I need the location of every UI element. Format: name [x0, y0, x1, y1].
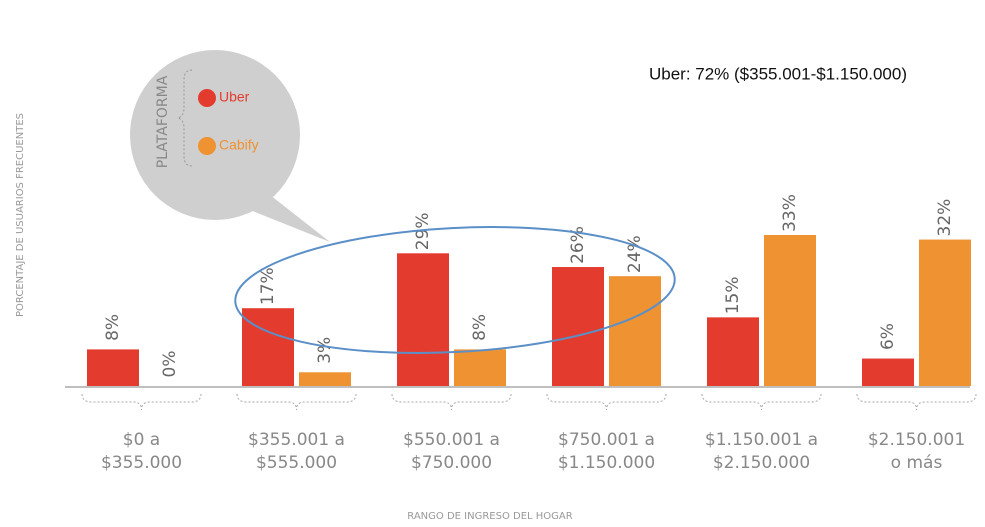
- bar: [707, 317, 759, 386]
- category-brace: [546, 393, 667, 411]
- legend-label: Cabify: [219, 137, 259, 153]
- legend-bubble: [130, 50, 300, 220]
- x-tick-label: $355.000: [101, 453, 182, 473]
- x-tick-label: $355.001 a: [248, 430, 345, 450]
- x-tick-label: $0 a: [123, 430, 160, 450]
- category-brace: [391, 393, 512, 411]
- category-brace: [81, 393, 202, 411]
- legend-label: Uber: [219, 89, 250, 105]
- value-label: 33%: [780, 194, 800, 232]
- x-tick-label: $550.001 a: [403, 430, 500, 450]
- bar: [764, 235, 816, 386]
- x-tick-label: $1.150.001 a: [705, 430, 818, 450]
- x-axis-title: RANGO DE INGRESO DEL HOGAR: [407, 511, 572, 522]
- x-tick-label: $750.001 a: [558, 430, 655, 450]
- value-label: 3%: [315, 337, 335, 364]
- y-axis-title: PORCENTAJE DE USUARIOS FRECUENTES: [15, 113, 26, 317]
- legend-title: PLATAFORMA: [155, 75, 171, 168]
- x-tick-label: $750.000: [411, 453, 492, 473]
- value-label: 6%: [878, 323, 898, 350]
- highlight-ellipse: [234, 226, 676, 354]
- annotation: Uber: 72% ($355.001-$1.150.000): [649, 64, 907, 83]
- x-tick-label: $555.000: [256, 453, 337, 473]
- value-label: 0%: [160, 351, 180, 378]
- value-label: 29%: [413, 212, 433, 250]
- legend-swatch: [198, 89, 216, 107]
- value-label: 8%: [103, 314, 123, 341]
- bar: [87, 349, 139, 386]
- bar: [609, 276, 661, 386]
- x-tick-label: $1.150.000: [558, 453, 655, 473]
- bubble-tail: [250, 195, 330, 242]
- bar: [299, 372, 351, 386]
- bar: [919, 239, 971, 386]
- bar: [242, 308, 294, 386]
- bar: [862, 358, 914, 386]
- bar: [397, 253, 449, 386]
- value-label: 24%: [625, 235, 645, 273]
- plot: Uber Cabify 8% 0% $0 a $355.000 17% 3% $355.001 …: [81, 89, 977, 473]
- value-label: 15%: [723, 276, 743, 314]
- bar: [454, 349, 506, 386]
- x-tick-label: o más: [891, 453, 943, 473]
- value-label: 32%: [935, 199, 955, 237]
- category-brace: [701, 393, 822, 411]
- value-label: 17%: [258, 267, 278, 305]
- category-brace: [856, 393, 977, 411]
- value-label: 8%: [470, 314, 490, 341]
- bar: [552, 267, 604, 386]
- value-label: 26%: [568, 226, 588, 264]
- x-tick-label: $2.150.000: [713, 453, 810, 473]
- legend-swatch: [198, 137, 216, 155]
- category-brace: [236, 393, 357, 411]
- x-tick-label: $2.150.001: [868, 430, 965, 450]
